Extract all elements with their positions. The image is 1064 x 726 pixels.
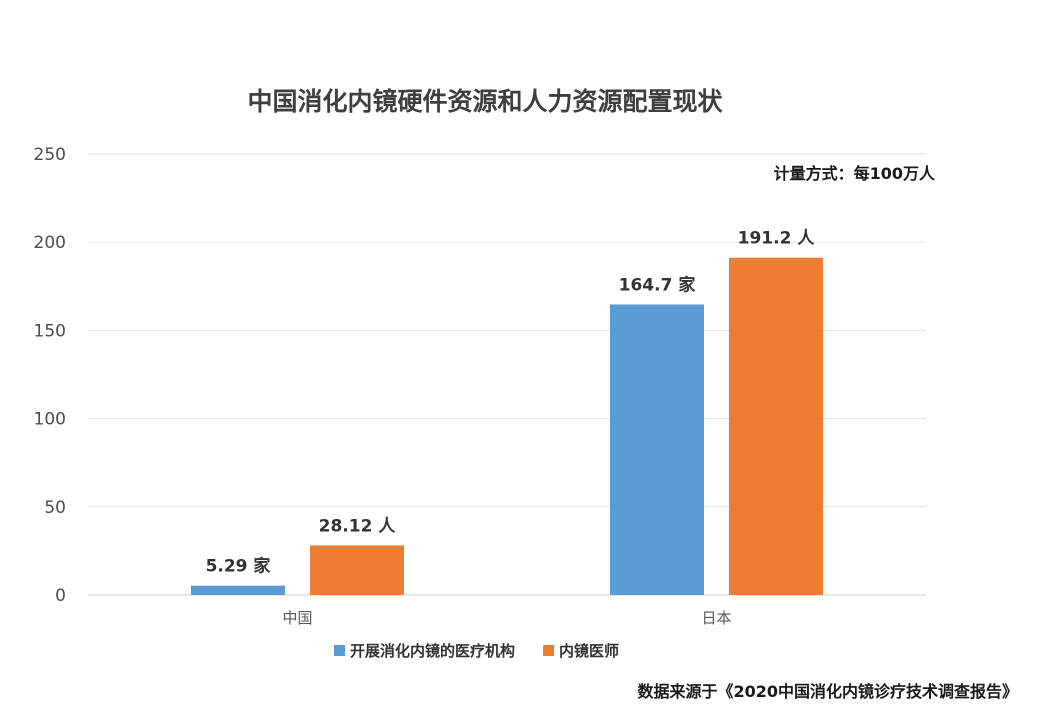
y-tick-label: 50 (44, 498, 66, 518)
bars (191, 257, 823, 595)
data-label: 28.12 人 (319, 516, 397, 536)
data-label: 191.2 人 (738, 229, 816, 249)
bar (610, 304, 704, 595)
bar (729, 257, 823, 595)
chart-title: 中国消化内镜硬件资源和人力资源配置现状 (247, 87, 723, 116)
data-label: 164.7 家 (619, 274, 696, 295)
y-tick-label: 100 (34, 410, 66, 430)
value-labels: 5.29 家 28.12 人 164.7 家 191.2 人 (206, 229, 816, 577)
legend-label: 内镜医师 (559, 642, 619, 660)
y-tick-label: 200 (34, 233, 66, 253)
source-note: 数据来源于《2020中国消化内镜诊疗技术调查报告》 (637, 682, 1018, 701)
unit-note: 计量方式：每100万人 (774, 164, 936, 183)
data-label: 5.29 家 (206, 556, 271, 577)
y-axis-ticks: 0 50 100 150 200 250 (34, 145, 66, 606)
bar (191, 585, 285, 595)
legend: 开展消化内镜的医疗机构 内镜医师 (334, 642, 619, 660)
category-label: 日本 (701, 609, 731, 627)
legend-swatch (334, 645, 345, 656)
bar (310, 545, 404, 595)
y-tick-label: 250 (34, 145, 66, 165)
y-tick-label: 0 (55, 586, 66, 606)
legend-swatch (543, 645, 555, 656)
category-labels: 中国 日本 (282, 609, 731, 627)
y-tick-label: 150 (34, 321, 66, 341)
legend-label: 开展消化内镜的医疗机构 (350, 642, 515, 660)
category-label: 中国 (282, 609, 312, 627)
